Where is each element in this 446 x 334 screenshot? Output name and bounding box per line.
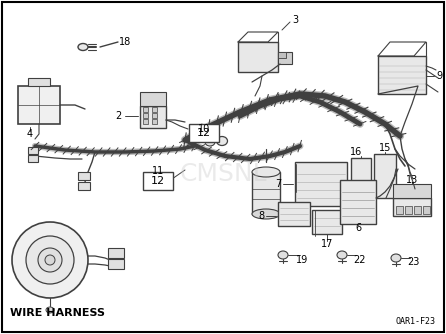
Bar — [143, 107, 148, 112]
Text: 16: 16 — [350, 147, 362, 157]
Bar — [78, 182, 90, 190]
Bar — [28, 155, 38, 162]
Bar — [312, 210, 342, 234]
Ellipse shape — [205, 138, 215, 146]
Ellipse shape — [78, 43, 88, 50]
Bar — [152, 107, 157, 112]
Bar — [405, 206, 412, 214]
Text: CMSNL: CMSNL — [179, 162, 267, 186]
Text: 12: 12 — [151, 176, 165, 186]
Bar — [374, 154, 396, 198]
Bar — [238, 42, 278, 72]
Ellipse shape — [46, 307, 54, 313]
Bar — [396, 206, 403, 214]
Bar — [152, 113, 157, 118]
Bar — [78, 172, 90, 180]
Text: 22: 22 — [354, 255, 366, 265]
Bar — [378, 56, 426, 94]
Bar — [423, 206, 430, 214]
FancyBboxPatch shape — [143, 172, 173, 190]
Circle shape — [45, 255, 55, 265]
Bar — [252, 172, 280, 214]
Bar — [143, 119, 148, 124]
Text: 15: 15 — [379, 143, 391, 153]
Circle shape — [38, 248, 62, 272]
Text: WIRE HARNESS: WIRE HARNESS — [10, 308, 105, 318]
Text: 12: 12 — [197, 128, 211, 138]
Bar — [28, 147, 38, 154]
Text: OAR1-F23: OAR1-F23 — [396, 317, 436, 326]
Bar — [108, 259, 124, 269]
Bar — [140, 92, 166, 106]
Bar — [351, 158, 371, 194]
Text: 9: 9 — [436, 71, 442, 81]
Text: 23: 23 — [407, 257, 419, 267]
Bar — [414, 206, 421, 214]
Bar — [278, 52, 286, 58]
Text: 7: 7 — [275, 179, 281, 189]
Ellipse shape — [391, 254, 401, 262]
Text: 3: 3 — [292, 15, 298, 25]
Text: 4: 4 — [27, 129, 33, 139]
FancyBboxPatch shape — [189, 124, 219, 142]
Ellipse shape — [337, 251, 347, 259]
Bar — [18, 86, 60, 124]
Text: 18: 18 — [119, 37, 131, 47]
Bar — [140, 106, 166, 128]
Bar — [393, 184, 431, 198]
Bar — [295, 162, 347, 206]
Bar — [108, 248, 124, 258]
Text: 6: 6 — [355, 223, 361, 233]
Ellipse shape — [278, 251, 288, 259]
Bar — [340, 180, 376, 224]
Bar — [143, 113, 148, 118]
Bar — [278, 52, 292, 64]
Bar — [28, 78, 50, 86]
Text: 8: 8 — [258, 211, 264, 221]
Text: 13: 13 — [406, 175, 418, 185]
Text: 2: 2 — [115, 111, 121, 121]
Circle shape — [12, 222, 88, 298]
Ellipse shape — [216, 137, 227, 146]
Text: 19: 19 — [296, 255, 308, 265]
Text: 11: 11 — [152, 166, 164, 176]
Ellipse shape — [252, 167, 280, 177]
Text: 10: 10 — [198, 124, 210, 134]
Bar — [393, 198, 431, 216]
Bar — [278, 202, 310, 226]
Ellipse shape — [252, 209, 280, 219]
Circle shape — [26, 236, 74, 284]
Text: 17: 17 — [321, 239, 333, 249]
Bar — [152, 119, 157, 124]
